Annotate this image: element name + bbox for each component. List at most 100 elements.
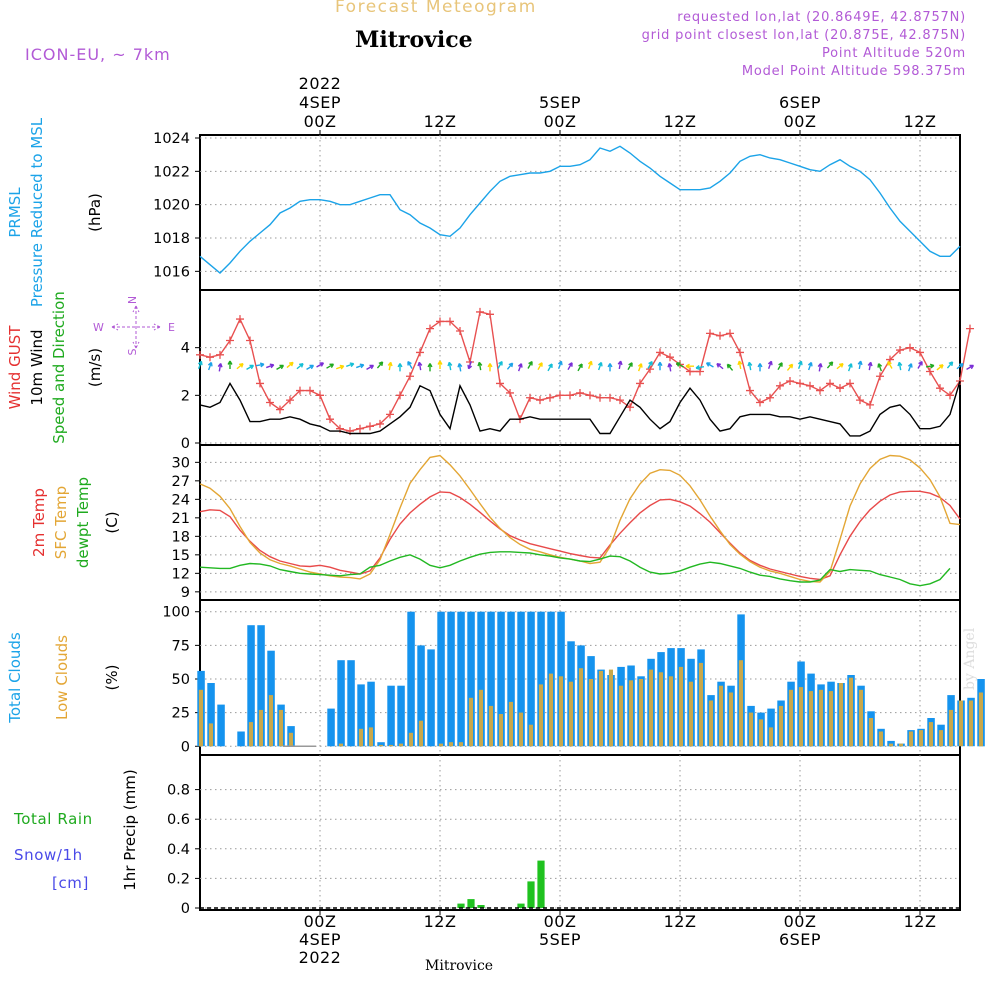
wind-gust-point <box>416 348 424 357</box>
wind-gust-point <box>196 350 204 359</box>
temperature-ytick-label: 15 <box>172 548 190 564</box>
grid-point-coords: grid point closest lon,lat (20.875E, 42.… <box>641 28 966 43</box>
clouds-ytick-label: 0 <box>181 739 190 755</box>
wind-direction-arrow <box>737 360 743 370</box>
wind-direction-arrow <box>897 361 903 371</box>
low-clouds-bar <box>728 692 733 747</box>
low-clouds-bar <box>438 743 443 747</box>
wind-direction-arrow <box>705 362 714 368</box>
wind-ytick-label: 0 <box>181 436 190 452</box>
low-clouds-bar <box>598 670 603 747</box>
low-clouds-bar <box>808 691 813 747</box>
low-clouds-bar <box>208 723 213 747</box>
wind-direction-arrow <box>966 364 975 371</box>
wind-gust-point <box>876 372 884 381</box>
wind-gust-point <box>526 393 534 402</box>
wind-direction-arrow <box>255 362 265 368</box>
wind-direction-arrow <box>777 362 783 371</box>
wind-ytick-label: 4 <box>181 341 190 357</box>
total-rain-bar <box>477 905 485 908</box>
precipitation-legend-cm: [cm] <box>52 874 89 892</box>
wind-direction-arrow <box>376 361 384 369</box>
bottom-time-label-12z: 12Z <box>424 912 457 931</box>
low-clouds-bar <box>688 681 693 747</box>
low-clouds-bar <box>468 697 473 747</box>
low-clouds-bar <box>628 680 633 747</box>
wind-direction-arrow <box>647 360 653 369</box>
wind-direction-arrow <box>567 362 573 371</box>
wind-gust-point <box>646 365 654 374</box>
wind-gust-point <box>546 393 554 402</box>
wind-gust-point <box>236 315 244 324</box>
wind-direction-arrow <box>266 363 275 369</box>
top-time-label-00z: 00Z <box>304 112 337 131</box>
wind-direction-arrow <box>447 361 453 371</box>
temperature-ylabel-c: (C) <box>103 511 121 533</box>
low-clouds-bar <box>518 712 523 747</box>
wind-gust-point <box>726 329 734 338</box>
top-time-label-5sep: 5SEP <box>539 93 581 112</box>
bottom-time-label-4sep: 4SEP <box>299 930 341 949</box>
pressure-ylabel-prmsl: PRMSL <box>6 187 24 238</box>
low-clouds-bar <box>258 709 263 747</box>
bottom-time-label-12z: 12Z <box>904 912 937 931</box>
temperature-ytick-label: 24 <box>172 492 190 508</box>
temperature-ytick-label: 30 <box>172 455 190 471</box>
top-time-label-00z: 00Z <box>544 112 577 131</box>
wind-direction-arrow <box>286 361 294 369</box>
total-clouds-bar <box>257 625 265 747</box>
wind-gust-point <box>966 324 974 333</box>
low-clouds-bar <box>698 662 703 747</box>
clouds-ytick-label: 75 <box>172 638 190 654</box>
top-time-label-12z: 12Z <box>904 112 937 131</box>
wind-gust-point <box>226 336 234 345</box>
low-clouds-bar <box>618 685 623 747</box>
wind-direction-arrow <box>685 363 694 369</box>
low-clouds-bar <box>368 727 373 747</box>
low-clouds-bar <box>908 731 913 747</box>
pressure-ytick-label: 1018 <box>153 231 190 247</box>
precipitation-legend-snow-1h: Snow/1h <box>14 846 83 864</box>
wind-direction-arrow <box>437 360 443 369</box>
wind-gust-point <box>706 329 714 338</box>
wind-gust-point <box>316 391 324 400</box>
total-clouds-bar <box>357 684 365 747</box>
wind-direction-arrow <box>807 361 813 371</box>
model-label: ICON-EU, ~ 7km <box>25 45 171 64</box>
total-clouds-bar <box>447 611 455 747</box>
clouds-ytick-label: 50 <box>172 672 190 688</box>
temperature-ytick-label: 18 <box>172 529 190 545</box>
wind-gust-point <box>776 381 784 390</box>
total-clouds-bar <box>507 611 515 747</box>
bottom-time-label-12z: 12Z <box>664 912 697 931</box>
wind-gust-point <box>356 424 364 433</box>
total-rain-bar <box>457 903 465 908</box>
wind-gust-point <box>936 384 944 393</box>
total-clouds-bar <box>387 685 395 747</box>
wind-direction-arrow <box>236 362 244 370</box>
wind-gust-point <box>896 346 904 355</box>
wind-direction-arrow <box>857 360 863 370</box>
wind-ylabel-speed-and-direction: Speed and Direction <box>50 291 68 444</box>
wind-gust-point <box>386 410 394 419</box>
low-clouds-bar <box>548 673 553 747</box>
wind-gust-point <box>606 393 614 402</box>
wind-direction-arrow <box>336 364 345 370</box>
wind-gust-point <box>436 317 444 326</box>
compass-west: W <box>93 321 104 334</box>
top-time-label-00z: 00Z <box>784 112 817 131</box>
total-clouds-bar <box>497 611 505 747</box>
2m-temp-line <box>199 490 961 581</box>
total-rain-bar <box>467 899 475 908</box>
total-rain-bar <box>537 860 545 908</box>
wind-gust-point <box>576 388 584 397</box>
dewpt-temp-line <box>199 551 951 587</box>
wind-gust-point <box>406 372 414 381</box>
wind-gust-point <box>846 379 854 388</box>
low-clouds-bar <box>588 679 593 747</box>
low-clouds-bar <box>868 718 873 747</box>
wind-direction-arrow <box>316 362 325 368</box>
low-clouds-bar <box>948 709 953 747</box>
pressure-ylabel-pressure-reduced-to-msl: Pressure Reduced to MSL <box>28 117 46 307</box>
wind-direction-arrow <box>246 364 255 371</box>
